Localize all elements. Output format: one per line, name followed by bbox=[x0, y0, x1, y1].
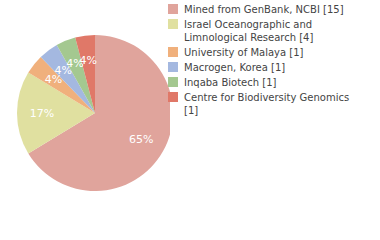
svg-text:4%: 4% bbox=[66, 57, 84, 71]
html-text:Mined from GenBank, NCBI [15]: Mined from GenBank, NCBI [15] bbox=[184, 4, 344, 15]
html-text:Centre for Biodiversity Genomi: Centre for Biodiversity Genomics [1] bbox=[184, 92, 350, 116]
svg-text:4%: 4% bbox=[44, 73, 63, 87]
html-text:Macrogen, Korea [1]: Macrogen, Korea [1] bbox=[184, 62, 286, 73]
html-text:Inqaba Biotech [1]: Inqaba Biotech [1] bbox=[184, 77, 277, 88]
html-text:University of Malaya [1]: University of Malaya [1] bbox=[184, 47, 304, 58]
svg-text:17%: 17% bbox=[30, 107, 54, 120]
html-text:Israel Oceanographic and Limno: Israel Oceanographic and Limnological Re… bbox=[184, 19, 314, 43]
svg-text:4%: 4% bbox=[54, 64, 72, 77]
svg-text:4%: 4% bbox=[79, 54, 96, 67]
svg-text:65%: 65% bbox=[129, 133, 153, 146]
